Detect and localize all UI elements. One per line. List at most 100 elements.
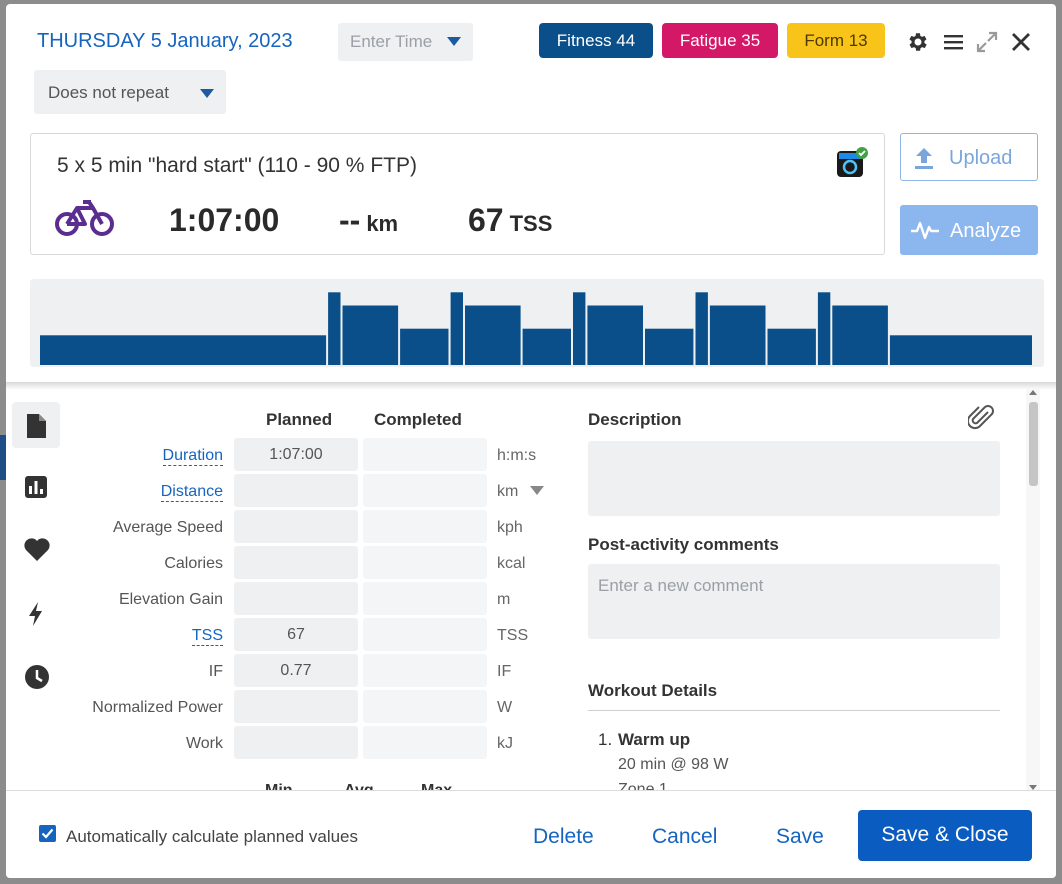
workout-segment-bar — [587, 305, 643, 365]
chart-icon — [25, 476, 47, 498]
scroll-up-icon[interactable] — [1029, 390, 1037, 395]
workout-segment-bar — [767, 328, 816, 365]
gear-icon[interactable] — [905, 30, 929, 54]
analyze-label: Analyze — [950, 220, 1022, 242]
completed-input[interactable] — [363, 474, 487, 507]
sidebar-item-power[interactable] — [12, 590, 60, 636]
workout-segment-bar — [328, 292, 341, 365]
metric-label[interactable]: Distance — [160, 483, 223, 502]
completed-input[interactable] — [363, 654, 487, 687]
repeat-value: Does not repeat — [48, 83, 169, 102]
chevron-down-icon — [447, 37, 461, 46]
menu-icon[interactable] — [941, 30, 965, 54]
step-number: 1. — [598, 730, 613, 749]
metric-unit: kJ — [497, 735, 513, 752]
planned-input[interactable] — [234, 510, 358, 543]
completed-input[interactable] — [363, 510, 487, 543]
workout-segment-bar — [645, 328, 694, 365]
fatigue-badge[interactable]: Fatigue 35 — [662, 23, 778, 58]
divider — [588, 710, 1000, 711]
planned-input[interactable] — [234, 690, 358, 723]
sidebar-item-charts[interactable] — [12, 464, 60, 510]
planned-header: Planned — [266, 410, 333, 429]
check-icon — [41, 828, 54, 839]
scroll-down-icon[interactable] — [1029, 785, 1037, 790]
planned-input[interactable] — [234, 726, 358, 759]
delete-button[interactable]: Delete — [533, 825, 594, 848]
time-select[interactable]: Enter Time — [338, 23, 473, 61]
workout-segment-bar — [695, 292, 708, 365]
metric-unit: m — [497, 591, 511, 608]
expand-icon[interactable] — [975, 30, 999, 54]
save-button[interactable]: Save — [776, 825, 824, 848]
workout-segment-bar — [465, 305, 521, 365]
background-strip — [0, 435, 6, 480]
description-title: Description — [588, 410, 682, 429]
workout-title[interactable]: 5 x 5 min "hard start" (110 - 90 % FTP) — [57, 154, 417, 177]
device-sync-icon — [837, 147, 868, 177]
metric-unit: kph — [497, 519, 523, 536]
distance-value: -- — [339, 202, 361, 238]
metric-label: Normalized Power — [92, 699, 223, 716]
close-icon[interactable] — [1009, 30, 1033, 54]
analyze-button[interactable]: Analyze — [900, 205, 1038, 255]
completed-input[interactable] — [363, 726, 487, 759]
description-input[interactable] — [588, 441, 1000, 516]
metric-label: Work — [185, 735, 223, 752]
time-placeholder: Enter Time — [350, 32, 433, 51]
workout-segment-bar — [709, 305, 766, 365]
sidebar-item-details[interactable] — [12, 402, 60, 448]
attachment-icon[interactable] — [968, 404, 994, 432]
distance-unit-caret[interactable] — [530, 486, 544, 495]
planned-input[interactable] — [234, 582, 358, 615]
planned-input[interactable] — [234, 546, 358, 579]
auto-calc-label[interactable]: Automatically calculate planned values — [66, 827, 359, 846]
repeat-select[interactable]: Does not repeat — [34, 70, 226, 114]
sidebar-item-time[interactable] — [12, 653, 60, 699]
workout-segment-bar — [522, 328, 571, 365]
workout-modal: THURSDAY 5 January, 2023 Enter Time Does… — [6, 4, 1056, 878]
form-badge[interactable]: Form 13 — [787, 23, 885, 58]
workout-structure-chart — [40, 292, 1032, 365]
workout-structure-graph[interactable] — [30, 279, 1044, 367]
metric-label[interactable]: Duration — [162, 447, 223, 466]
completed-input[interactable] — [363, 438, 487, 471]
completed-input[interactable] — [363, 618, 487, 651]
step-name: Warm up — [618, 730, 691, 749]
metric-label: Calories — [164, 555, 223, 572]
planned-input[interactable]: 67 — [234, 618, 358, 651]
workout-segment-bar — [40, 335, 327, 365]
metric-unit: W — [497, 699, 513, 716]
upload-icon — [915, 148, 933, 169]
tss-unit: TSS — [509, 211, 553, 236]
scrollbar[interactable] — [1026, 388, 1040, 792]
completed-input[interactable] — [363, 690, 487, 723]
pulse-icon — [911, 221, 939, 240]
fitness-badge[interactable]: Fitness 44 — [539, 23, 653, 58]
metric-label: Average Speed — [112, 519, 223, 536]
metric-label[interactable]: TSS — [191, 627, 223, 646]
workout-segment-bar — [889, 335, 1032, 365]
workout-date: THURSDAY 5 January, 2023 — [37, 30, 293, 52]
auto-calc-checkbox[interactable] — [39, 825, 56, 842]
comment-input[interactable]: Enter a new comment — [588, 564, 1000, 639]
workout-details-title: Workout Details — [588, 681, 718, 700]
planned-input[interactable]: 1:07:00 — [234, 438, 358, 471]
planned-input[interactable]: 0.77 — [234, 654, 358, 687]
cancel-button[interactable]: Cancel — [652, 825, 718, 848]
scroll-thumb[interactable] — [1029, 402, 1038, 486]
sidebar-item-health[interactable] — [12, 527, 60, 573]
step-detail: 20 min @ 98 W — [618, 756, 729, 773]
upload-button[interactable]: Upload — [900, 133, 1038, 181]
modal-footer: Automatically calculate planned values D… — [6, 790, 1056, 878]
clock-icon — [25, 665, 49, 689]
completed-input[interactable] — [363, 582, 487, 615]
planned-input[interactable] — [234, 474, 358, 507]
metric-unit: km — [497, 483, 519, 500]
workout-segment-bar — [817, 292, 831, 365]
completed-input[interactable] — [363, 546, 487, 579]
tss-stat: 67 TSS — [468, 202, 552, 239]
metric-label: Elevation Gain — [118, 591, 223, 608]
save-close-button[interactable]: Save & Close — [858, 810, 1032, 861]
heart-icon — [24, 538, 50, 561]
